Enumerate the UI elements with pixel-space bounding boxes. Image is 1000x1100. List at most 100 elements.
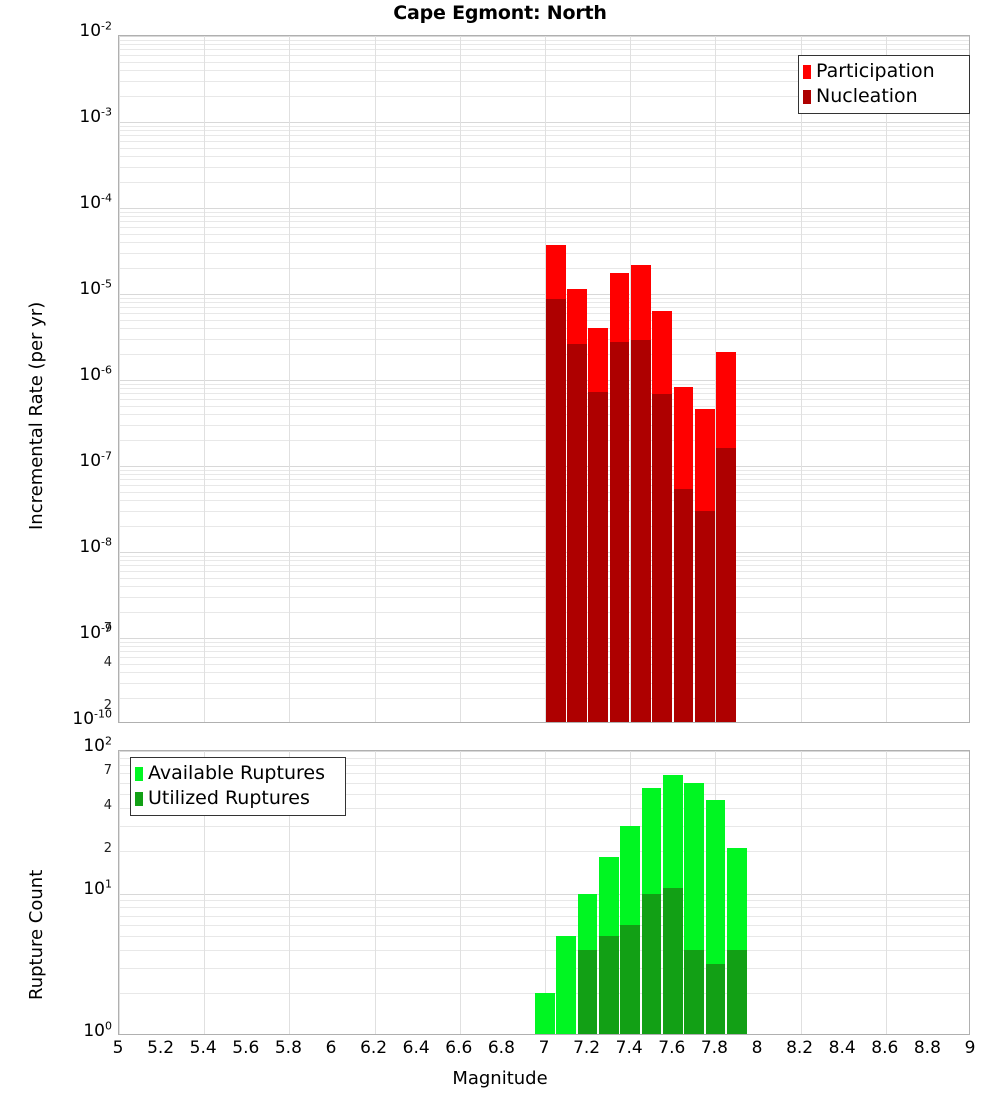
bar-nucleation [546, 299, 566, 723]
gridline [119, 479, 969, 480]
gridline [119, 556, 969, 557]
legend-swatch-icon [803, 65, 811, 79]
bar-utilized [684, 950, 704, 1035]
gridline [119, 560, 969, 561]
legend-swatch-icon [803, 90, 811, 104]
gridline [119, 216, 969, 217]
gridline [119, 470, 969, 471]
legend-item: Nucleation [803, 84, 963, 109]
bar-utilized [642, 894, 662, 1036]
bar-utilized [663, 888, 683, 1035]
gridline [119, 44, 969, 45]
legend-item: Available Ruptures [135, 761, 339, 786]
gridline [119, 388, 969, 389]
y-tick-label: 10-6 [40, 367, 112, 384]
gridline [119, 122, 969, 123]
gridline [119, 126, 969, 127]
gridline-vertical [289, 36, 290, 722]
bar-nucleation [567, 344, 587, 723]
gridline [119, 167, 969, 168]
gridline [119, 642, 969, 643]
gridline [119, 414, 969, 415]
gridline [119, 552, 969, 553]
gridline [119, 526, 969, 527]
y-tick-label: 10-5 [40, 281, 112, 298]
mfd-y-axis-title: Incremental Rate (per yr) [26, 302, 47, 530]
gridline [119, 49, 969, 50]
bar-available [535, 993, 555, 1035]
gridline [119, 968, 969, 969]
bar-nucleation [716, 448, 736, 723]
bar-utilized [727, 950, 747, 1035]
gridline-vertical [375, 751, 376, 1034]
bar-nucleation [610, 342, 630, 723]
gridline [119, 646, 969, 647]
gridline [119, 298, 969, 299]
gridline [119, 425, 969, 426]
gridline [119, 698, 969, 699]
bar-nucleation [695, 511, 715, 723]
gridline [119, 182, 969, 183]
gridline [119, 597, 969, 598]
gridline [119, 565, 969, 566]
legend-item: Participation [803, 59, 963, 84]
legend-swatch-icon [135, 767, 143, 781]
y-tick-label: 101 [40, 881, 112, 898]
gridline [119, 320, 969, 321]
gridline [119, 683, 969, 684]
legend-label: Nucleation [816, 87, 918, 106]
bar-utilized [620, 925, 640, 1035]
gridline [119, 354, 969, 355]
y-tick-label: 10-2 [40, 23, 112, 40]
gridline [119, 586, 969, 587]
legend-label: Participation [816, 62, 935, 81]
gridline [119, 751, 969, 752]
x-tick-label: 9 [940, 1040, 1000, 1057]
gridline [119, 302, 969, 303]
gridline [119, 571, 969, 572]
gridline [119, 208, 969, 209]
mfd-plot [118, 35, 970, 723]
gridline [119, 268, 969, 269]
gridline [119, 485, 969, 486]
y-tick-minor-label: 4 [60, 656, 112, 669]
gridline [119, 672, 969, 673]
gridline-vertical [204, 36, 205, 722]
gridline [119, 612, 969, 613]
gridline [119, 156, 969, 157]
bar-utilized [599, 936, 619, 1035]
gridline [119, 253, 969, 254]
gridline [119, 950, 969, 951]
gridline [119, 148, 969, 149]
gridline-vertical [886, 36, 887, 722]
gridline [119, 578, 969, 579]
bar-nucleation [652, 394, 672, 723]
gridline-vertical [801, 751, 802, 1034]
gridline [119, 234, 969, 235]
gridline [119, 380, 969, 381]
gridline [119, 466, 969, 467]
gridline [119, 141, 969, 142]
y-tick-label: 10-3 [40, 109, 112, 126]
gridline [119, 339, 969, 340]
bar-utilized [706, 964, 726, 1035]
bar-nucleation [674, 489, 694, 723]
gridline [119, 212, 969, 213]
gridline [119, 313, 969, 314]
gridline [119, 657, 969, 658]
legend-label: Utilized Ruptures [148, 789, 310, 808]
gridline [119, 135, 969, 136]
gridline [119, 638, 969, 639]
chart-page: Cape Egmont: North 10-210-310-410-510-61… [0, 0, 1000, 1100]
rupture-y-axis-title: Rupture Count [26, 870, 47, 1000]
gridline-vertical [119, 751, 120, 1034]
gridline [119, 36, 969, 37]
legend-label: Available Ruptures [148, 764, 325, 783]
bar-nucleation [588, 392, 608, 723]
gridline [119, 440, 969, 441]
gridline [119, 511, 969, 512]
gridline [119, 130, 969, 131]
bar-available [556, 936, 576, 1035]
gridline-vertical [460, 751, 461, 1034]
gridline-vertical [119, 36, 120, 722]
